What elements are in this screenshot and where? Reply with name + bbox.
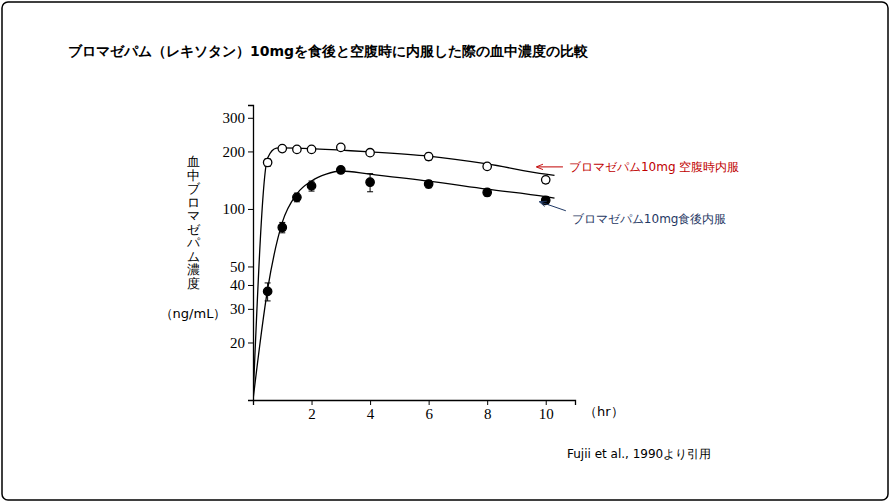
x-tick-mark — [546, 400, 547, 405]
x-tick: 8 — [484, 400, 492, 422]
x-tick-mark — [370, 400, 371, 405]
x-tick-mark — [487, 400, 488, 405]
x-axis: 2 4 6 8 10 — [254, 400, 576, 422]
x-tick: 6 — [425, 400, 433, 422]
marker — [366, 148, 374, 156]
x-tick-label: 4 — [367, 406, 375, 422]
y-tick-label: 50 — [230, 259, 245, 275]
marker — [263, 287, 271, 295]
annotation-arrow — [537, 166, 563, 167]
marker — [307, 145, 315, 153]
y-tick-mark — [248, 209, 253, 210]
annotation: ブロマゼパム10mg食後内服 — [572, 212, 727, 226]
error-bar-cap — [279, 232, 285, 233]
error-bar-cap — [367, 173, 373, 174]
marker — [307, 182, 315, 190]
y-tick: 20 — [230, 335, 253, 351]
y-tick-label: 20 — [230, 335, 245, 351]
x-tick-mark — [312, 400, 313, 405]
y-tick-mark — [248, 309, 253, 310]
y-tick-mark — [248, 342, 253, 343]
y-axis: 20 30 40 50 100 200 300 — [223, 106, 254, 401]
marker — [424, 180, 432, 188]
marker — [366, 178, 374, 186]
marker — [337, 166, 345, 174]
y-tick: 40 — [230, 277, 253, 293]
annotation-arrow — [540, 202, 566, 211]
chart: ブロマゼパム（レキソタン）10mgを食後と空腹時に内服した際の血中濃度の比較 2 4… — [0, 0, 890, 502]
y-tick-mark — [248, 151, 253, 152]
source: Fujii et al., 1990より引用 — [567, 447, 711, 461]
marker — [483, 162, 491, 170]
line — [253, 171, 555, 400]
title: ブロマゼパム（レキソタン）10mgを食後と空腹時に内服した際の血中濃度の比較 — [68, 43, 589, 59]
marker — [337, 143, 345, 151]
x-tick-label: 2 — [308, 406, 316, 422]
annotation: ブロマゼパム10mg 空腹時内服 — [569, 160, 739, 174]
x-tick: 4 — [367, 400, 375, 422]
y-tick-mark — [248, 285, 253, 286]
y-tick: 30 — [230, 301, 253, 317]
x-tick-label: 8 — [484, 406, 492, 422]
y-tick: 100 — [223, 201, 254, 217]
y-tick: 300 — [223, 110, 254, 126]
y-axis-unit: （ng/mL） — [160, 306, 227, 321]
y-tick-mark — [248, 266, 253, 267]
y-tick: 50 — [230, 259, 253, 275]
marker — [424, 152, 432, 160]
marker — [278, 144, 286, 152]
x-axis-title: （hr） — [584, 404, 624, 419]
plot-area — [253, 143, 555, 400]
marker — [542, 176, 550, 184]
y-tick-label: 40 — [230, 277, 245, 293]
x-tick-label: 10 — [539, 406, 554, 422]
line — [253, 148, 555, 400]
error-bar-cap — [265, 300, 271, 301]
error-bar-cap — [265, 282, 271, 283]
x-tick: 2 — [308, 400, 316, 422]
x-tick-label: 6 — [425, 406, 433, 422]
y-tick-label: 200 — [223, 144, 246, 160]
y-tick-label: 30 — [230, 301, 245, 317]
x-tick-mark — [429, 400, 430, 405]
y-axis-title: 血中ブロマゼパム濃度 — [186, 154, 201, 291]
frame — [2, 2, 888, 500]
x-axis-line — [254, 401, 576, 406]
y-axis-line — [248, 106, 254, 401]
marker — [278, 223, 286, 231]
marker — [483, 188, 491, 196]
marker — [293, 193, 301, 201]
error-bar-cap — [367, 191, 373, 192]
y-tick: 200 — [223, 144, 254, 160]
marker — [293, 145, 301, 153]
y-tick-label: 100 — [223, 201, 246, 217]
y-tick-mark — [248, 118, 253, 119]
x-tick: 10 — [539, 400, 554, 422]
y-tick-label: 300 — [223, 110, 246, 126]
marker — [263, 158, 271, 166]
